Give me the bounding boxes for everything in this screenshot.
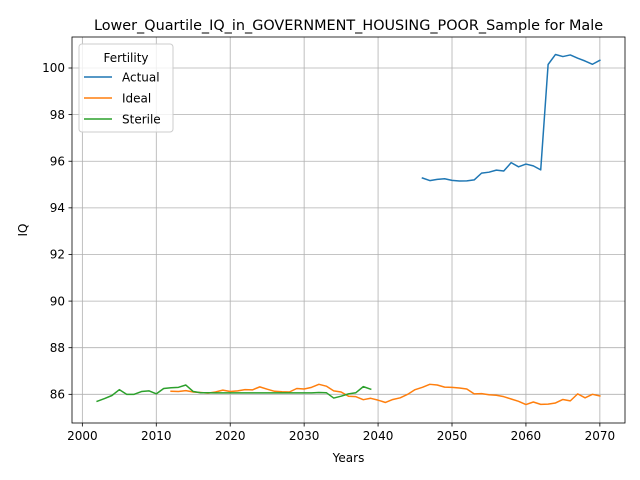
legend: Fertility Actual Ideal Sterile [78, 43, 174, 133]
plot-frame [71, 36, 626, 424]
legend-title: Fertility [103, 51, 148, 65]
chart-title: Lower_Quartile_IQ_in_GOVERNMENT_HOUSING_… [94, 18, 603, 34]
x-tick-label: 2060 [511, 429, 542, 443]
y-tick-label: 98 [50, 108, 65, 122]
grid [72, 37, 625, 423]
y-tick-label: 96 [50, 154, 65, 168]
y-tick-label: 86 [50, 388, 65, 402]
series-line-ideal [170, 383, 601, 406]
legend-items: Actual Ideal Sterile [84, 70, 161, 126]
y-tick-label: 100 [42, 61, 65, 75]
y-tick-label: 88 [50, 341, 65, 355]
y-tick-label: 94 [50, 201, 65, 215]
y-axis-label: IQ [16, 224, 30, 237]
series-layer [96, 53, 601, 406]
x-tick-label: 2010 [141, 429, 172, 443]
series-line-actual [421, 53, 601, 182]
x-tick-label: 2030 [289, 429, 320, 443]
x-tick-label: 2040 [363, 429, 394, 443]
x-tick-label: 2020 [215, 429, 246, 443]
y-tick-label: 92 [50, 248, 65, 262]
legend-label-sterile: Sterile [122, 112, 161, 126]
legend-box [78, 43, 174, 133]
x-tick-label: 2070 [585, 429, 616, 443]
legend-label-ideal: Ideal [122, 91, 151, 105]
y-axis: 86 88 90 92 94 96 98 100 [42, 61, 72, 402]
series-line-sterile [96, 384, 372, 403]
x-tick-label: 2000 [67, 429, 98, 443]
y-tick-label: 90 [50, 294, 65, 308]
x-axis-label: Years [332, 451, 365, 465]
x-tick-label: 2050 [437, 429, 468, 443]
legend-label-actual: Actual [122, 70, 160, 84]
x-axis: 2000 2010 2020 2030 2040 2050 2060 2070 [67, 423, 615, 443]
